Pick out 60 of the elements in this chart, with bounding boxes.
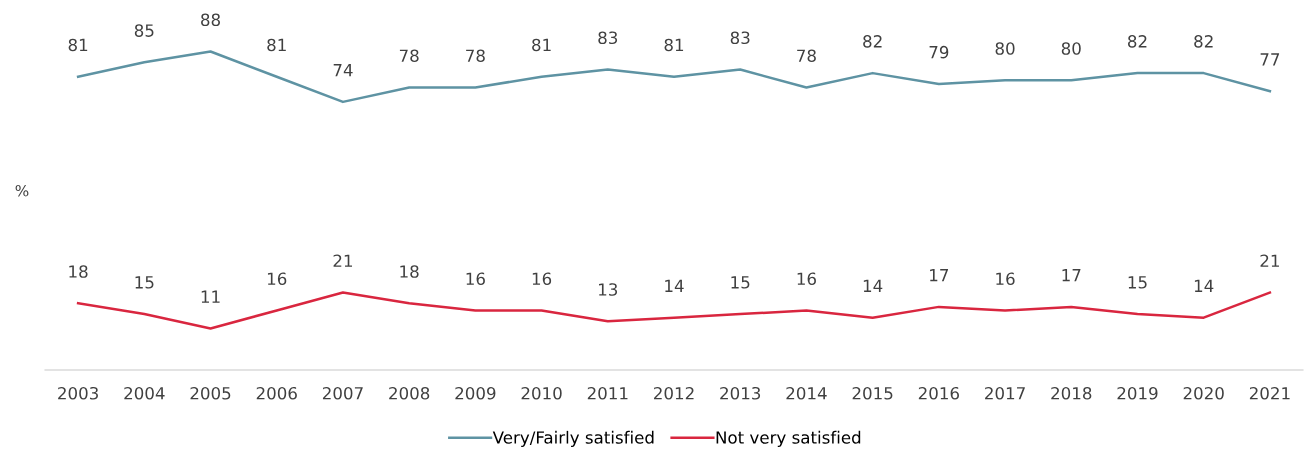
data-label: 78 [466, 49, 485, 63]
legend-label: Very/Fairly satisfied [492, 430, 654, 447]
data-label: 78 [797, 49, 816, 63]
x-tick-label: 2018 [1051, 386, 1092, 400]
x-tick-label: 2006 [256, 386, 297, 400]
data-label: 78 [399, 49, 419, 63]
x-tick-label: 2008 [389, 386, 430, 400]
x-tick-label: 2021 [1249, 386, 1290, 400]
data-label: 74 [333, 64, 353, 77]
x-tick-label: 2016 [918, 386, 959, 400]
data-label: 83 [598, 31, 618, 45]
data-label: 83 [730, 31, 750, 45]
data-label: 16 [466, 272, 485, 286]
x-tick-label: 2014 [786, 386, 827, 400]
x-tick-label: 2007 [322, 386, 363, 400]
data-label: 82 [1194, 35, 1213, 48]
data-label: 16 [996, 272, 1015, 286]
data-label: 82 [1128, 35, 1147, 48]
data-label: 85 [134, 24, 154, 37]
data-label: 11 [201, 290, 220, 303]
data-label: 80 [1061, 42, 1081, 55]
x-tick-label: 2009 [455, 386, 496, 400]
x-tick-label: 2003 [58, 386, 98, 400]
data-label: 77 [1260, 53, 1280, 66]
x-tick-label: 2019 [1117, 386, 1158, 400]
data-label: 21 [1260, 254, 1279, 267]
data-label: 21 [333, 254, 353, 267]
data-label: 17 [1062, 269, 1081, 282]
x-tick-label: 2012 [654, 386, 694, 400]
data-label: 17 [930, 269, 949, 282]
data-label: 16 [532, 272, 552, 286]
x-tick-label: 2010 [521, 386, 562, 400]
y-axis-title: % [15, 184, 29, 197]
data-label: 18 [69, 265, 88, 278]
x-tick-label: 2013 [720, 386, 761, 400]
x-tick-label: 2011 [587, 386, 628, 400]
data-label: 81 [532, 38, 551, 52]
data-label: 82 [863, 35, 882, 48]
x-tick-label: 2015 [852, 386, 893, 400]
data-label: 80 [995, 42, 1015, 55]
data-label: 88 [201, 13, 220, 27]
data-label: 13 [599, 283, 618, 296]
data-label: 15 [731, 276, 750, 289]
data-label: 16 [797, 272, 816, 286]
data-label: 81 [664, 38, 684, 52]
data-label: 18 [400, 265, 419, 278]
x-tick-label: 2017 [985, 386, 1025, 400]
data-label: 14 [665, 279, 684, 292]
data-label: 15 [1128, 276, 1147, 289]
data-label: 16 [267, 272, 287, 286]
x-tick-label: 2004 [124, 386, 165, 400]
data-label: 14 [863, 279, 883, 292]
data-label: 81 [267, 38, 286, 52]
x-tick-label: 2020 [1183, 386, 1224, 400]
x-tick-label: 2005 [190, 386, 231, 400]
legend-label: Not very satisfied [716, 430, 861, 447]
data-label: 81 [68, 38, 88, 52]
data-label: 15 [135, 276, 154, 289]
data-label: 14 [1194, 279, 1214, 292]
data-label: 79 [929, 45, 949, 59]
